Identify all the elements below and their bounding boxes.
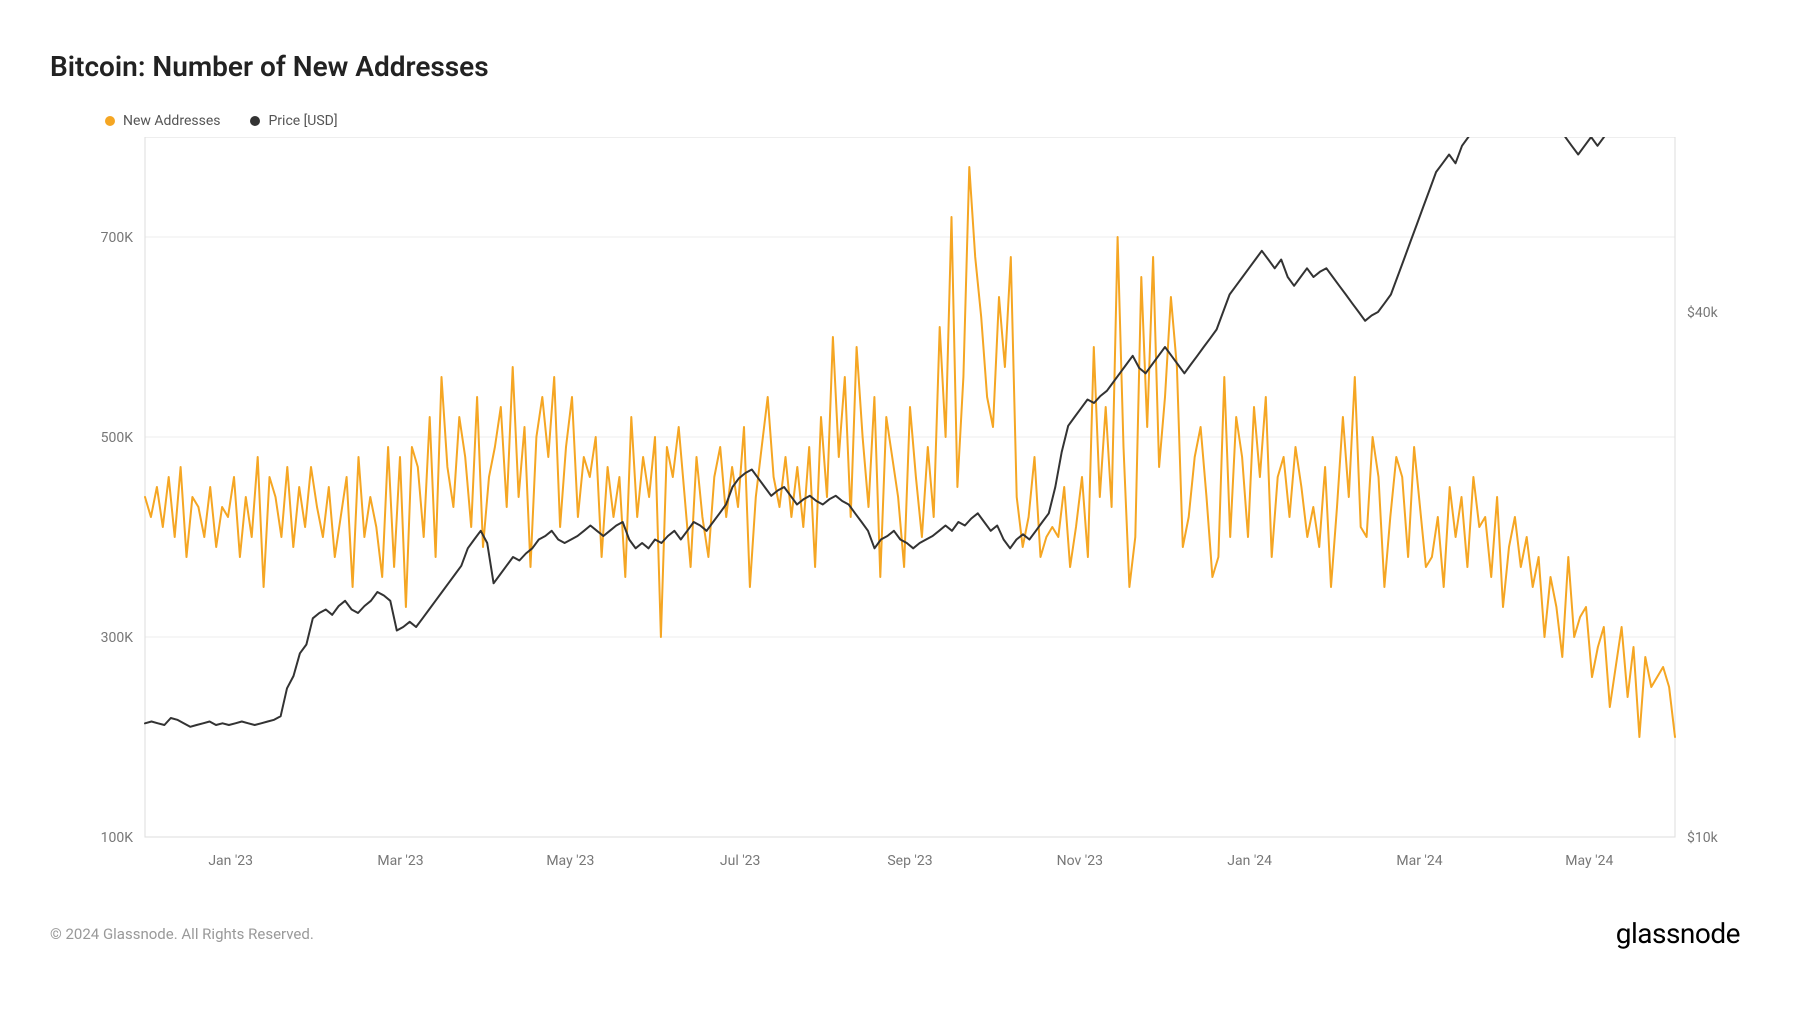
chart-area: 100K 300K 500K 700K $10k $40k Jan '23 Mar '23 Ma… <box>50 137 1740 887</box>
svg-text:300K: 300K <box>101 630 134 646</box>
svg-text:May '24: May '24 <box>1565 853 1613 869</box>
legend-dot-icon <box>250 116 260 126</box>
brand-logo: glassnode <box>1616 917 1740 950</box>
legend: New Addresses Price [USD] <box>105 113 1740 129</box>
chart-svg: 100K 300K 500K 700K $10k $40k Jan '23 Mar '23 Ma… <box>50 137 1740 887</box>
legend-dot-icon <box>105 116 115 126</box>
chart-title: Bitcoin: Number of New Addresses <box>50 50 1740 83</box>
svg-text:Jan '23: Jan '23 <box>208 853 253 869</box>
svg-text:$10k: $10k <box>1687 829 1719 846</box>
svg-text:May '23: May '23 <box>546 853 594 869</box>
svg-text:Mar '24: Mar '24 <box>1396 853 1442 869</box>
svg-text:Sep '23: Sep '23 <box>887 853 932 869</box>
legend-item-price: Price [USD] <box>250 113 337 129</box>
footer: © 2024 Glassnode. All Rights Reserved. g… <box>50 917 1740 950</box>
svg-text:500K: 500K <box>101 430 134 446</box>
legend-label: Price [USD] <box>268 113 337 129</box>
svg-text:Nov '23: Nov '23 <box>1057 853 1103 869</box>
legend-label: New Addresses <box>123 113 220 129</box>
svg-text:700K: 700K <box>101 230 134 246</box>
svg-text:$40k: $40k <box>1687 304 1719 321</box>
copyright-text: © 2024 Glassnode. All Rights Reserved. <box>50 925 314 943</box>
svg-text:Jan '24: Jan '24 <box>1227 853 1272 869</box>
svg-text:Mar '23: Mar '23 <box>377 853 423 869</box>
legend-item-addresses: New Addresses <box>105 113 220 129</box>
svg-text:100K: 100K <box>101 830 134 846</box>
svg-text:Jul '23: Jul '23 <box>720 853 761 869</box>
